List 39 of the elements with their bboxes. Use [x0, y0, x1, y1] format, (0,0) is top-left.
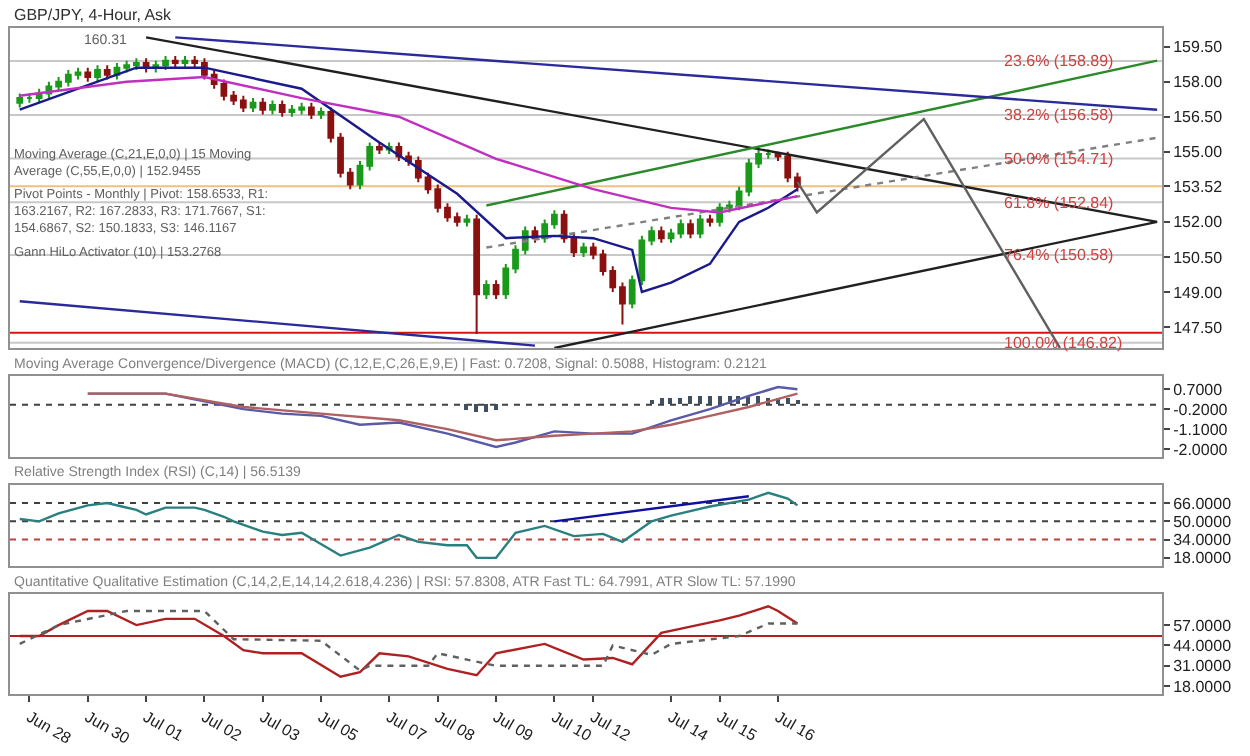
y-tick-label: 153.52 [1173, 177, 1224, 196]
y-tick-label: 66.0000 [1173, 494, 1233, 513]
y-tick-label: 57.0000 [1173, 616, 1233, 635]
ref-line-label: 61.8% (152.84) [1004, 194, 1115, 212]
x-tick-label: Jul 01 [140, 708, 188, 746]
y-tick-label: 156.50 [1173, 108, 1224, 127]
y-tick-label: -2.0000 [1173, 440, 1229, 459]
x-tick-label: Jul 02 [198, 708, 246, 746]
x-tick-label: Jul 15 [713, 708, 761, 746]
x-tick-label: Jul 03 [256, 708, 304, 746]
y-tick-label: 147.50 [1173, 318, 1224, 337]
y-tick-label: 31.0000 [1173, 657, 1233, 676]
x-tick-label: Jul 09 [490, 708, 538, 746]
x-tick-label: Jul 16 [772, 708, 819, 746]
y-tick-label: 18.0000 [1173, 677, 1233, 696]
x-tick-label: Jun 30 [81, 708, 134, 749]
y-tick-label: 50.0000 [1173, 512, 1233, 531]
y-tick-label: 18.0000 [1173, 549, 1233, 568]
x-tick-label: Jul 07 [383, 708, 431, 746]
y-tick-label: 158.00 [1173, 73, 1224, 92]
ref-line-label: 50.0% (154.71) [1004, 150, 1115, 168]
ref-line-label: 38.2% (156.58) [1004, 106, 1115, 124]
y-tick-label: 150.50 [1173, 248, 1224, 267]
y-tick-label: 149.00 [1173, 283, 1224, 302]
x-tick-label: Jun 28 [23, 708, 75, 749]
ref-line-label: 23.6% (158.89) [1004, 52, 1115, 70]
y-tick-label: -1.1000 [1173, 420, 1229, 439]
y-tick-label: 152.00 [1173, 213, 1224, 232]
x-tick-label: Jul 05 [315, 708, 363, 746]
x-tick-label: Jul 08 [431, 708, 479, 746]
y-tick-label: 44.0000 [1173, 637, 1233, 656]
y-tick-label: -0.2000 [1173, 400, 1229, 419]
y-tick-label: 155.00 [1173, 143, 1224, 162]
ref-line-label: 100.0% (146.82) [1004, 334, 1123, 352]
chart-title: GBP/JPY, 4-Hour, Ask [14, 6, 174, 24]
y-tick-label: 34.0000 [1173, 531, 1233, 550]
y-tick-label: 0.7000 [1173, 380, 1224, 399]
x-tick-label: Jul 14 [665, 708, 712, 746]
y-tick-label: 159.50 [1173, 38, 1224, 57]
